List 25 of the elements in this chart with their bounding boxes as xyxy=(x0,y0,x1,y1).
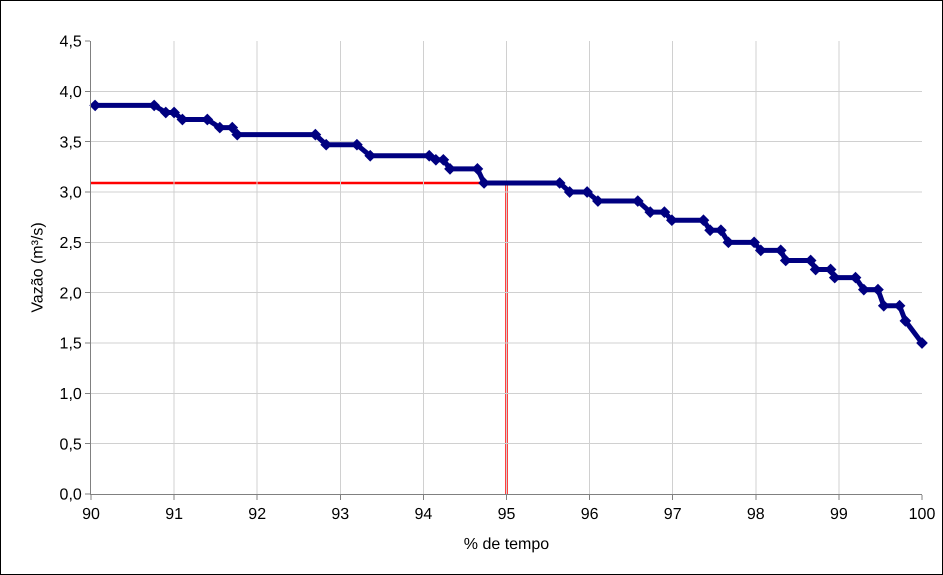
x-tick-label: 94 xyxy=(414,506,432,524)
y-tick-label: 1,0 xyxy=(60,386,82,403)
y-tick-label: 3,5 xyxy=(60,134,82,152)
y-tick-label: 4,0 xyxy=(60,84,82,101)
x-tick-label: 97 xyxy=(664,506,682,524)
x-tick-label: 91 xyxy=(165,506,184,524)
y-tick-label: 4,5 xyxy=(60,34,82,51)
x-axis-title: % de tempo xyxy=(464,536,550,553)
y-tick-label: 2,5 xyxy=(60,234,82,252)
y-tick-label: 3,0 xyxy=(60,184,82,202)
y-tick-label: 2,0 xyxy=(60,285,82,302)
x-tick-label: 90 xyxy=(82,506,100,524)
x-tick-label: 95 xyxy=(498,506,516,524)
y-tick-label: 1,5 xyxy=(60,336,82,353)
y-tick-label: 0,5 xyxy=(60,436,82,454)
point xyxy=(916,337,928,349)
x-tick-label: 96 xyxy=(580,506,599,524)
x-tick-label: 98 xyxy=(746,506,765,524)
y-tick-label: 0,0 xyxy=(60,486,82,504)
x-tick-label: 93 xyxy=(331,506,350,524)
x-tick-label: 92 xyxy=(248,506,266,524)
x-tick-label: 99 xyxy=(830,506,848,524)
y-axis-title: Vazão (m³/s) xyxy=(29,222,46,313)
x-tick-label: 100 xyxy=(908,506,936,524)
point xyxy=(900,315,912,327)
